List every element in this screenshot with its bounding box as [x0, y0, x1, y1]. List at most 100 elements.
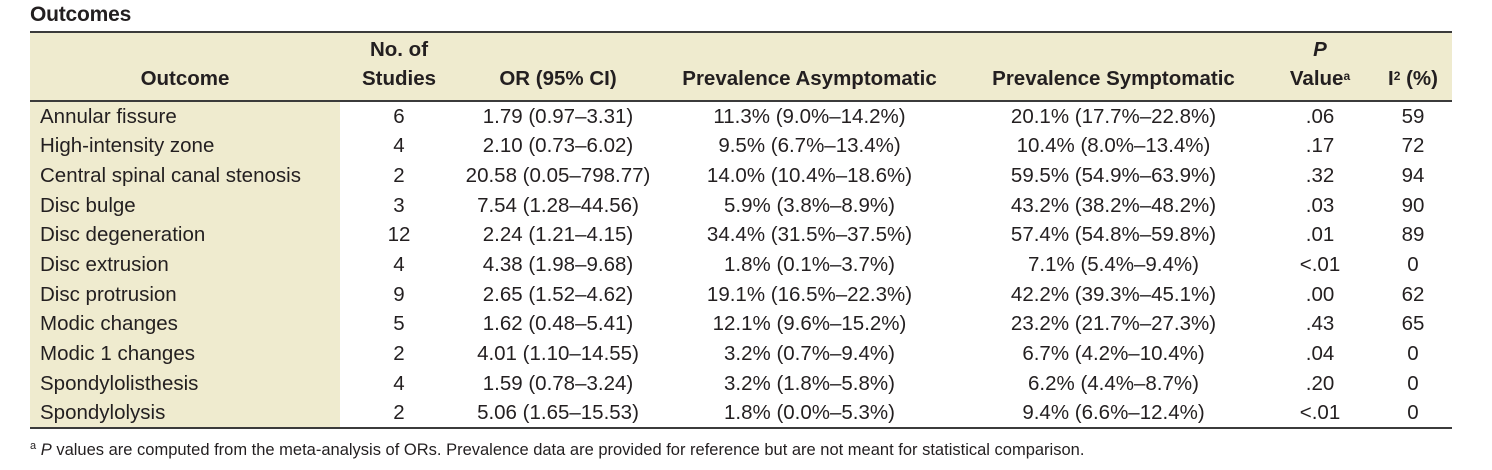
cell-prevalence-asymptomatic: 14.0% (10.4%–18.6%) [706, 164, 913, 188]
cell-studies: 2 [393, 401, 405, 425]
cell-outcome: Central spinal canal stenosis [30, 160, 340, 191]
cell-or: 1.79 (0.97–3.31) [482, 105, 634, 128]
cell-i-squared: 62 [1401, 282, 1425, 306]
cell-studies: 9 [393, 282, 405, 306]
header-p-footnote-marker: a [1343, 69, 1351, 83]
header-i-squared: I2 (%) [1374, 32, 1452, 102]
cell-studies: 2 [393, 164, 405, 188]
cell-p-value: .20 [1305, 371, 1335, 395]
cell-p-value: .00 [1305, 282, 1335, 306]
header-p-value: P Valuea [1266, 32, 1374, 102]
cell-prevalence-symptomatic: 57.4% (54.8%–59.8%) [1010, 223, 1217, 247]
cell-outcome: Annular fissure [30, 101, 340, 131]
cell-prevalence-symptomatic: 7.1% (5.4%–9.4%) [1028, 253, 1199, 277]
cell-prevalence-symptomatic: 9.4% (6.6%–12.4%) [1022, 401, 1205, 425]
cell-or: 4.38 (1.98–9.68) [482, 253, 634, 277]
cell-studies: 6 [393, 105, 405, 128]
table-header: Outcome No. of Studies OR (95% CI) Preva… [30, 32, 1452, 102]
cell-i-squared: 90 [1401, 193, 1425, 217]
cell-p-value: .03 [1305, 193, 1335, 217]
cell-studies: 4 [393, 253, 405, 277]
header-studies: No. of Studies [340, 32, 458, 102]
footnote-p-letter: P [40, 441, 52, 459]
cell-studies: 5 [393, 312, 405, 336]
table-row: Disc bulge 3 7.54 (1.28–44.56) 5.9% (3.8%–8… [30, 190, 1452, 221]
cell-outcome: Disc bulge [30, 190, 340, 221]
cell-outcome: High-intensity zone [30, 131, 340, 161]
outcomes-table: Outcome No. of Studies OR (95% CI) Preva… [30, 31, 1452, 430]
cell-i-squared: 0 [1407, 342, 1419, 366]
cell-prevalence-asymptomatic: 5.9% (3.8%–8.9%) [724, 193, 895, 217]
header-studies-line1: No. of [369, 38, 429, 61]
header-i2-superscript: 2 [1393, 69, 1401, 83]
cell-p-value: .01 [1305, 223, 1335, 247]
cell-or: 7.54 (1.28–44.56) [477, 193, 639, 217]
cell-prevalence-asymptomatic: 11.3% (9.0%–14.2%) [713, 105, 906, 128]
cell-studies: 12 [387, 223, 411, 247]
table-row: Disc degeneration 12 2.24 (1.21–4.15) 34.4%… [30, 220, 1452, 250]
cell-i-squared: 65 [1401, 312, 1425, 336]
footnote-text: values are computed from the meta-analys… [51, 441, 1085, 459]
cell-prevalence-symptomatic: 6.7% (4.2%–10.4%) [1022, 342, 1205, 366]
header-outcome-label: Outcome [140, 67, 230, 90]
cell-prevalence-asymptomatic: 34.4% (31.5%–37.5%) [706, 223, 913, 247]
cell-outcome: Modic changes [30, 309, 340, 339]
cell-p-value: <.01 [1299, 253, 1341, 277]
cell-p-value: .43 [1305, 312, 1335, 336]
table-row: Central spinal canal stenosis 2 20.58 (0.0… [30, 160, 1452, 191]
table-title: Outcomes [30, 3, 132, 26]
cell-i-squared: 0 [1407, 371, 1419, 395]
table-row: Annular fissure 6 1.79 (0.97–3.31) 11.3% (9… [30, 101, 1452, 131]
cell-studies: 3 [393, 193, 405, 217]
cell-prevalence-symptomatic: 23.2% (21.7%–27.3%) [1010, 312, 1217, 336]
table-row: Spondylolysis 2 5.06 (1.65–15.53) 1.8% (0.0… [30, 398, 1452, 429]
cell-outcome: Modic 1 changes [30, 338, 340, 369]
header-studies-line2: Studies [361, 67, 437, 90]
cell-prevalence-asymptomatic: 3.2% (1.8%–5.8%) [724, 371, 895, 395]
cell-or: 5.06 (1.65–15.53) [477, 401, 639, 425]
table-footnote: a P values are computed from the meta-an… [30, 440, 1085, 460]
cell-prevalence-asymptomatic: 1.8% (0.1%–3.7%) [724, 253, 895, 277]
cell-outcome: Disc degeneration [30, 220, 340, 250]
cell-p-value: .17 [1305, 134, 1335, 158]
table-row: High-intensity zone 4 2.10 (0.73–6.02) 9.5%… [30, 131, 1452, 161]
cell-or: 4.01 (1.10–14.55) [477, 342, 639, 366]
cell-p-value: <.01 [1299, 401, 1341, 425]
header-outcome: Outcome [30, 32, 340, 102]
cell-outcome: Disc protrusion [30, 279, 340, 310]
cell-prevalence-symptomatic: 42.2% (39.3%–45.1%) [1010, 282, 1217, 306]
cell-i-squared: 89 [1401, 223, 1425, 247]
header-prev-sym-label: Prevalence Symptomatic [992, 67, 1235, 90]
cell-prevalence-asymptomatic: 1.8% (0.0%–5.3%) [724, 401, 895, 425]
cell-i-squared: 59 [1401, 105, 1425, 128]
cell-prevalence-asymptomatic: 3.2% (0.7%–9.4%) [724, 342, 895, 366]
cell-or: 1.62 (0.48–5.41) [482, 312, 634, 336]
header-or: OR (95% CI) [458, 32, 658, 102]
cell-outcome: Disc extrusion [30, 249, 340, 280]
cell-or: 2.10 (0.73–6.02) [482, 134, 634, 158]
cell-or: 2.24 (1.21–4.15) [482, 223, 634, 247]
cell-p-value: .32 [1305, 164, 1335, 188]
cell-prevalence-symptomatic: 59.5% (54.9%–63.9%) [1010, 164, 1217, 188]
cell-studies: 4 [393, 371, 405, 395]
table-body: Annular fissure 6 1.79 (0.97–3.31) 11.3% (9… [30, 101, 1452, 429]
table-row: Modic 1 changes 2 4.01 (1.10–14.55) 3.2% (0… [30, 338, 1452, 369]
cell-studies: 2 [393, 342, 405, 366]
cell-outcome: Spondylolisthesis [30, 368, 340, 399]
cell-studies: 4 [393, 134, 405, 158]
table-row: Disc protrusion 9 2.65 (1.52–4.62) 19.1% (1… [30, 279, 1452, 310]
header-or-label: OR (95% CI) [499, 67, 617, 90]
cell-outcome: Spondylolysis [30, 398, 340, 429]
cell-prevalence-symptomatic: 6.2% (4.4%–8.7%) [1028, 371, 1199, 395]
cell-prevalence-symptomatic: 20.1% (17.7%–22.8%) [1010, 105, 1217, 128]
header-p-letter: P [1313, 38, 1327, 61]
cell-prevalence-asymptomatic: 12.1% (9.6%–15.2%) [712, 312, 907, 336]
cell-prevalence-asymptomatic: 9.5% (6.7%–13.4%) [718, 134, 901, 158]
cell-or: 1.59 (0.78–3.24) [482, 371, 634, 395]
table-row: Spondylolisthesis 4 1.59 (0.78–3.24) 3.2% (… [30, 368, 1452, 399]
cell-i-squared: 94 [1401, 164, 1425, 188]
cell-prevalence-asymptomatic: 19.1% (16.5%–22.3%) [706, 282, 913, 306]
cell-p-value: .06 [1305, 105, 1335, 128]
table-row: Disc extrusion 4 4.38 (1.98–9.68) 1.8% (0.1… [30, 249, 1452, 280]
header-prevalence-asymptomatic: Prevalence Asymptomatic [658, 32, 961, 102]
